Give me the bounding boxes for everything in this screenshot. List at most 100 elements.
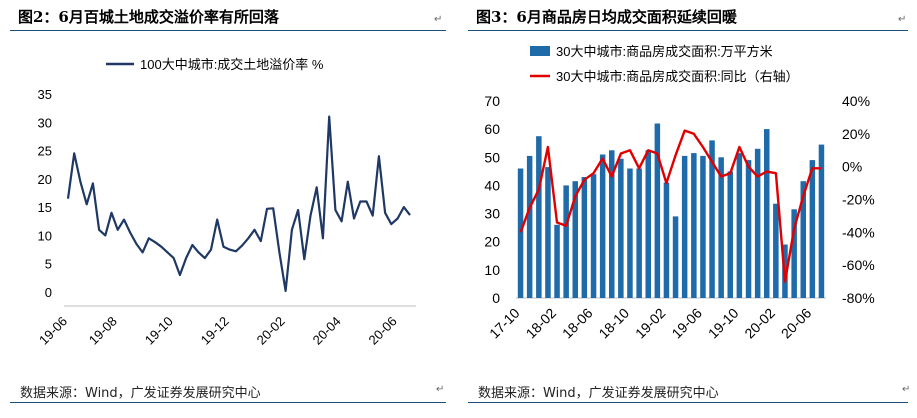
left-x-tick-label: 19-08 bbox=[86, 314, 120, 348]
right-left-y-tick-label: 50 bbox=[484, 149, 500, 165]
left-chart-panel: 图2：6月百城土地成交溢价率有所回落 ↵ 100大中城市:成交土地溢价率 % 0… bbox=[0, 0, 452, 418]
right-area-bar bbox=[681, 155, 688, 298]
right-area-bar bbox=[700, 155, 706, 298]
left-paragraph-mark-bottom: ↵ bbox=[436, 384, 445, 395]
left-series bbox=[66, 115, 411, 292]
right-left-y-tick-label: 0 bbox=[492, 290, 500, 306]
right-area-bar bbox=[517, 168, 524, 298]
right-area-bar bbox=[536, 136, 542, 298]
right-area-bar bbox=[718, 157, 724, 298]
left-chart-title: 图2：6月百城土地成交溢价率有所回落 bbox=[18, 8, 279, 26]
right-legend-line-label: 30大中城市:商品房成交面积:同比（右轴） bbox=[556, 69, 799, 84]
right-legend: 30大中城市:商品房成交面积:万平方米 30大中城市:商品房成交面积:同比（右轴… bbox=[530, 44, 799, 84]
right-paragraph-mark-top: ↵ bbox=[898, 14, 907, 25]
left-y-tick-label: 5 bbox=[45, 257, 52, 272]
right-right-y-tick-label: 0% bbox=[842, 159, 862, 175]
right-area-bar bbox=[672, 216, 679, 298]
right-x-tick-label: 17-10 bbox=[486, 305, 523, 342]
right-legend-bar-swatch bbox=[530, 46, 550, 56]
left-x-tick-label: 20-06 bbox=[366, 314, 400, 348]
left-title-rule bbox=[10, 30, 446, 31]
right-footer-rule bbox=[468, 402, 908, 403]
right-x-tick-label: 18-02 bbox=[523, 305, 560, 342]
right-right-y-tick-label: -80% bbox=[842, 290, 875, 306]
right-area-bar bbox=[773, 203, 779, 298]
right-left-y-tick-label: 10 bbox=[484, 262, 500, 278]
left-y-tick-label: 25 bbox=[38, 144, 52, 159]
right-left-y-tick-label: 30 bbox=[484, 206, 500, 222]
right-y-axis-right: -80% -60% -40% -20% 0% 20% 40% bbox=[842, 93, 875, 306]
right-area-bar bbox=[791, 209, 797, 298]
right-right-y-tick-label: -40% bbox=[842, 224, 875, 240]
right-area-bar bbox=[800, 181, 806, 298]
left-y-tick-label: 0 bbox=[45, 285, 52, 300]
right-area-bar bbox=[636, 168, 642, 298]
right-left-y-tick-label: 40 bbox=[484, 177, 500, 193]
left-y-tick-label: 10 bbox=[38, 228, 52, 243]
right-right-y-tick-label: 40% bbox=[842, 93, 870, 109]
right-right-y-tick-label: -60% bbox=[842, 257, 875, 273]
right-chart-svg: 30大中城市:商品房成交面积:万平方米 30大中城市:商品房成交面积:同比（右轴… bbox=[484, 44, 875, 342]
right-x-tick-label: 19-02 bbox=[632, 305, 669, 342]
right-area-bar bbox=[818, 144, 825, 298]
right-area-bar bbox=[618, 158, 624, 298]
right-area-bar bbox=[599, 154, 606, 298]
right-left-y-tick-label: 20 bbox=[484, 234, 500, 250]
right-area-bar bbox=[764, 129, 770, 298]
left-premium-rate-line bbox=[66, 115, 411, 292]
left-legend-label: 100大中城市:成交土地溢价率 % bbox=[140, 57, 324, 72]
right-area-bar bbox=[554, 224, 560, 298]
right-right-y-tick-label: -20% bbox=[842, 192, 875, 208]
left-x-tick-label: 20-02 bbox=[254, 314, 288, 348]
right-title-rule bbox=[468, 30, 908, 31]
right-legend-bar-label: 30大中城市:商品房成交面积:万平方米 bbox=[556, 44, 773, 59]
right-yoy-series bbox=[519, 129, 822, 283]
right-x-tick-label: 20-06 bbox=[778, 305, 815, 342]
left-y-tick-label: 30 bbox=[38, 115, 52, 130]
left-footer-rule bbox=[10, 402, 446, 403]
right-area-bar bbox=[609, 150, 615, 299]
right-area-bar bbox=[581, 177, 588, 298]
right-area-bar bbox=[563, 185, 569, 298]
right-area-bar bbox=[627, 168, 633, 298]
left-x-axis: 19-06 19-08 19-10 19-12 20-02 20-04 20-06 bbox=[36, 305, 416, 348]
left-x-tick-label: 19-10 bbox=[142, 314, 176, 348]
right-chart-title: 图3：6月商品房日均成交面积延续回暖 bbox=[476, 8, 737, 26]
right-x-axis: 17-10 18-02 18-06 18-10 19-02 19-06 19-10 20-02… bbox=[486, 297, 826, 342]
right-area-bar bbox=[526, 155, 533, 298]
right-chart-panel: 图3：6月商品房日均成交面积延续回暖 ↵ 30大中城市:商品房成交面积:万平方米… bbox=[458, 0, 917, 418]
right-bar-series bbox=[517, 123, 825, 299]
left-x-tick-label: 19-12 bbox=[198, 314, 232, 348]
right-area-bar bbox=[727, 171, 733, 298]
left-paragraph-mark-top: ↵ bbox=[434, 14, 443, 25]
right-area-bar bbox=[654, 123, 661, 298]
right-area-bar bbox=[645, 150, 651, 299]
right-x-tick-label: 18-10 bbox=[595, 305, 632, 342]
right-area-bar bbox=[663, 182, 670, 298]
right-left-y-tick-label: 70 bbox=[484, 93, 500, 109]
right-x-tick-label: 19-10 bbox=[705, 305, 742, 342]
right-x-tick-label: 19-06 bbox=[668, 305, 705, 342]
left-y-axis: 0 5 10 15 20 25 30 35 bbox=[38, 87, 52, 300]
right-yoy-line bbox=[519, 129, 822, 283]
right-area-bar bbox=[754, 148, 761, 298]
right-area-bar bbox=[590, 174, 597, 298]
right-area-bar bbox=[709, 140, 715, 298]
right-area-bar bbox=[745, 160, 752, 298]
left-x-tick-label: 19-06 bbox=[36, 314, 70, 348]
right-y-axis-left: 0 10 20 30 40 50 60 70 bbox=[484, 93, 500, 306]
right-left-y-tick-label: 60 bbox=[484, 121, 500, 137]
right-area-bar bbox=[572, 181, 578, 298]
left-source-note: 数据来源：Wind，广发证券发展研究中心 bbox=[20, 386, 261, 401]
left-x-tick-label: 20-04 bbox=[310, 314, 344, 348]
right-area-bar bbox=[809, 160, 816, 298]
right-x-tick-label: 18-06 bbox=[559, 305, 596, 342]
right-paragraph-mark-bottom: ↵ bbox=[902, 384, 911, 395]
left-y-tick-label: 35 bbox=[38, 87, 52, 102]
left-y-tick-label: 15 bbox=[38, 200, 52, 215]
right-area-bar bbox=[691, 153, 697, 298]
right-area-bar bbox=[545, 167, 551, 298]
right-x-tick-label: 20-02 bbox=[741, 305, 778, 342]
right-right-y-tick-label: 20% bbox=[842, 126, 870, 142]
